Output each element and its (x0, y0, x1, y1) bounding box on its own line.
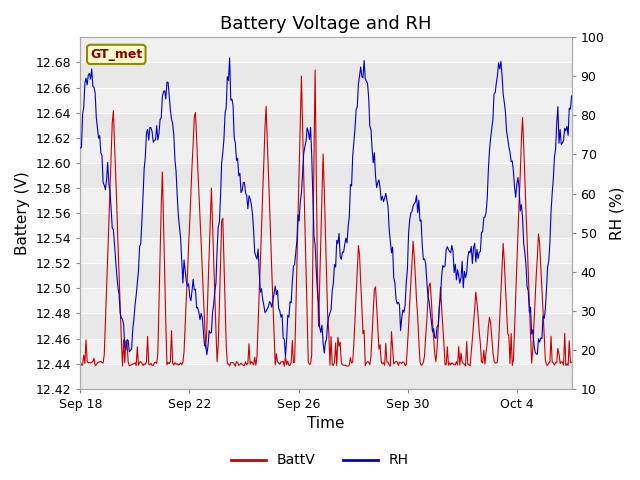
Bar (81, 364, 572, 389)
Title: Battery Voltage and RH: Battery Voltage and RH (220, 15, 432, 33)
Bar (81, 62, 572, 87)
Bar (81, 264, 572, 288)
Y-axis label: Battery (V): Battery (V) (15, 171, 30, 255)
Text: GT_met: GT_met (90, 48, 143, 61)
Bar (81, 313, 572, 338)
X-axis label: Time: Time (307, 416, 345, 432)
Bar (81, 213, 572, 238)
Y-axis label: RH (%): RH (%) (610, 186, 625, 240)
Bar (81, 113, 572, 138)
Bar (81, 163, 572, 188)
Legend: BattV, RH: BattV, RH (225, 448, 415, 473)
